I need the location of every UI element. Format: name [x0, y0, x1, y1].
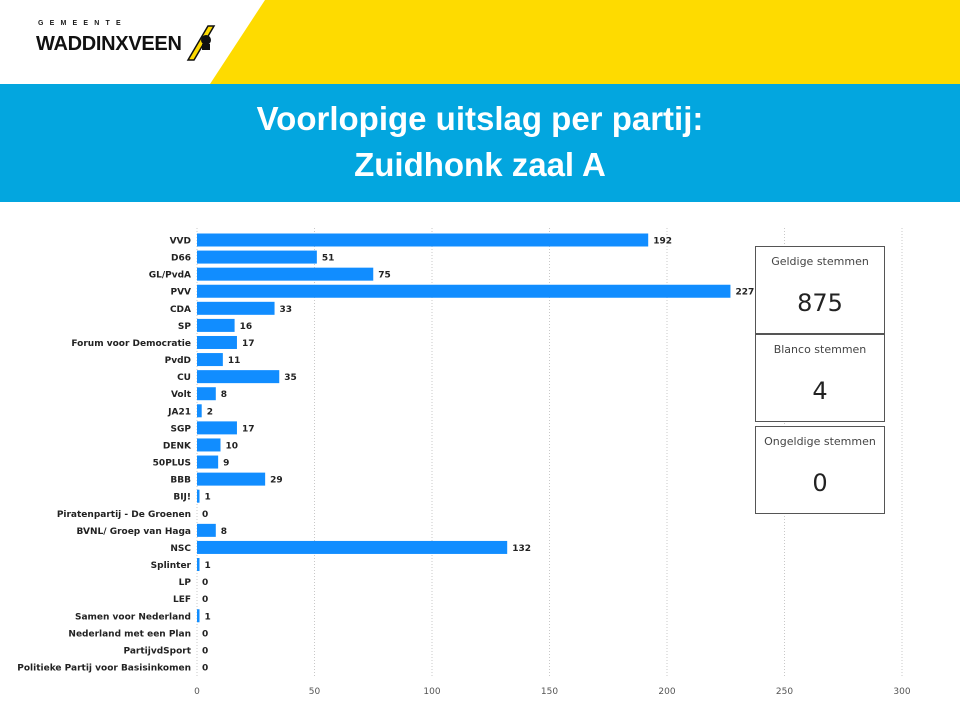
category-label-cu: CU	[177, 373, 191, 383]
data-label-partijvdsport: 0	[202, 646, 208, 656]
bar-cu	[197, 370, 280, 384]
x-tick-label-50: 50	[309, 687, 321, 697]
blank-votes-card: Blanco stemmen 4	[755, 334, 885, 422]
data-label-samen-voor-nederland: 1	[205, 612, 211, 622]
category-label-bij: BIJ!	[173, 493, 191, 503]
bar-forum-voor-democratie	[197, 335, 237, 349]
bar-denk	[197, 438, 221, 452]
data-label-volt: 8	[221, 390, 227, 400]
category-label-lp: LP	[179, 578, 192, 588]
x-tick-label-200: 200	[658, 687, 675, 697]
category-label-50plus: 50PLUS	[153, 459, 191, 469]
logo-name: WADDINXVEEN	[36, 33, 182, 55]
category-label-samen-voor-nederland: Samen voor Nederland	[75, 612, 191, 622]
bar-sgp	[197, 421, 237, 435]
data-label-lp: 0	[202, 578, 208, 588]
bar-d66	[197, 250, 317, 264]
bar-pvv	[197, 284, 731, 298]
data-label-piratenpartij-de-groenen: 0	[202, 510, 208, 520]
data-label-nsc: 132	[512, 544, 531, 554]
data-label-d66: 51	[322, 254, 335, 264]
data-label-denk: 10	[226, 441, 239, 451]
bar-50plus	[197, 455, 219, 469]
data-label-gl-pvda: 75	[378, 271, 391, 281]
data-label-splinter: 1	[205, 561, 211, 571]
x-tick-label-0: 0	[194, 687, 200, 697]
logo-subtitle: GEMEENTE	[38, 20, 127, 27]
x-tick-label-150: 150	[541, 687, 558, 697]
valid-votes-label: Geldige stemmen	[771, 255, 869, 268]
blank-votes-value: 4	[812, 377, 828, 405]
yellow-banner	[210, 0, 960, 84]
category-label-cda: CDA	[170, 305, 191, 315]
category-label-gl-pvda: GL/PvdA	[149, 271, 191, 281]
data-label-nederland-met-een-plan: 0	[202, 629, 208, 639]
crown-emblem-icon	[186, 25, 216, 61]
bar-cda	[197, 301, 275, 315]
page-title-line-1: Voorlopige uitslag per partij:	[256, 100, 704, 137]
invalid-votes-card: Ongeldige stemmen 0	[755, 426, 885, 514]
category-label-piratenpartij-de-groenen: Piratenpartij - De Groenen	[57, 510, 191, 520]
bar-volt	[197, 387, 216, 401]
bar-gl-pvda	[197, 267, 374, 281]
data-label-sp: 16	[240, 322, 253, 332]
bar-bbb	[197, 472, 266, 486]
category-label-sgp: SGP	[171, 424, 192, 434]
category-label-nsc: NSC	[170, 544, 191, 554]
invalid-votes-value: 0	[812, 469, 828, 497]
data-label-pvv: 227	[735, 288, 754, 298]
data-label-50plus: 9	[223, 459, 229, 469]
data-label-vvd: 192	[653, 237, 672, 247]
data-label-cu: 35	[284, 373, 297, 383]
data-label-bij: 1	[205, 493, 211, 503]
data-label-forum-voor-democratie: 17	[242, 339, 255, 349]
bar-vvd	[197, 233, 649, 247]
category-label-partijvdsport: PartijvdSport	[124, 646, 192, 656]
category-label-volt: Volt	[171, 390, 192, 400]
category-label-d66: D66	[171, 254, 191, 264]
bar-bvnl-groep-van-haga	[197, 523, 216, 537]
data-label-sgp: 17	[242, 424, 255, 434]
logo: GEMEENTE WADDINXVEEN	[36, 18, 226, 68]
bar-sp	[197, 318, 235, 332]
data-label-politieke-partij-voor-basisinkomen: 0	[202, 664, 208, 674]
data-label-bvnl-groep-van-haga: 8	[221, 527, 227, 537]
bar-pvdd	[197, 353, 223, 367]
data-label-lef: 0	[202, 595, 208, 605]
data-label-bbb: 29	[270, 476, 283, 486]
category-label-bvnl-groep-van-haga: BVNL/ Groep van Haga	[77, 527, 191, 537]
category-label-politieke-partij-voor-basisinkomen: Politieke Partij voor Basisinkomen	[17, 664, 191, 674]
page-title-line-2: Zuidhonk zaal A	[354, 146, 606, 183]
category-label-bbb: BBB	[170, 476, 191, 486]
x-tick-label-300: 300	[893, 687, 910, 697]
bar-splinter	[197, 558, 200, 572]
data-label-pvdd: 11	[228, 356, 241, 366]
bar-ja21	[197, 404, 202, 418]
valid-votes-value: 875	[797, 289, 843, 317]
category-label-denk: DENK	[163, 441, 192, 451]
blank-votes-label: Blanco stemmen	[773, 343, 867, 356]
category-label-forum-voor-democratie: Forum voor Democratie	[71, 339, 191, 349]
category-label-ja21: JA21	[167, 407, 191, 417]
category-label-nederland-met-een-plan: Nederland met een Plan	[68, 629, 191, 639]
data-label-ja21: 2	[207, 407, 213, 417]
bar-bij	[197, 489, 200, 503]
x-tick-label-250: 250	[776, 687, 793, 697]
title-banner	[0, 84, 960, 202]
category-label-vvd: VVD	[170, 237, 191, 247]
bar-nsc	[197, 540, 508, 554]
data-label-cda: 33	[280, 305, 293, 315]
invalid-votes-label: Ongeldige stemmen	[764, 435, 876, 448]
bar-samen-voor-nederland	[197, 609, 200, 623]
valid-votes-card: Geldige stemmen 875	[755, 246, 885, 334]
category-label-splinter: Splinter	[151, 561, 192, 571]
x-tick-label-100: 100	[423, 687, 440, 697]
category-label-pvv: PVV	[170, 288, 191, 298]
category-label-lef: LEF	[173, 595, 191, 605]
category-label-sp: SP	[178, 322, 191, 332]
category-label-pvdd: PvdD	[165, 356, 191, 366]
